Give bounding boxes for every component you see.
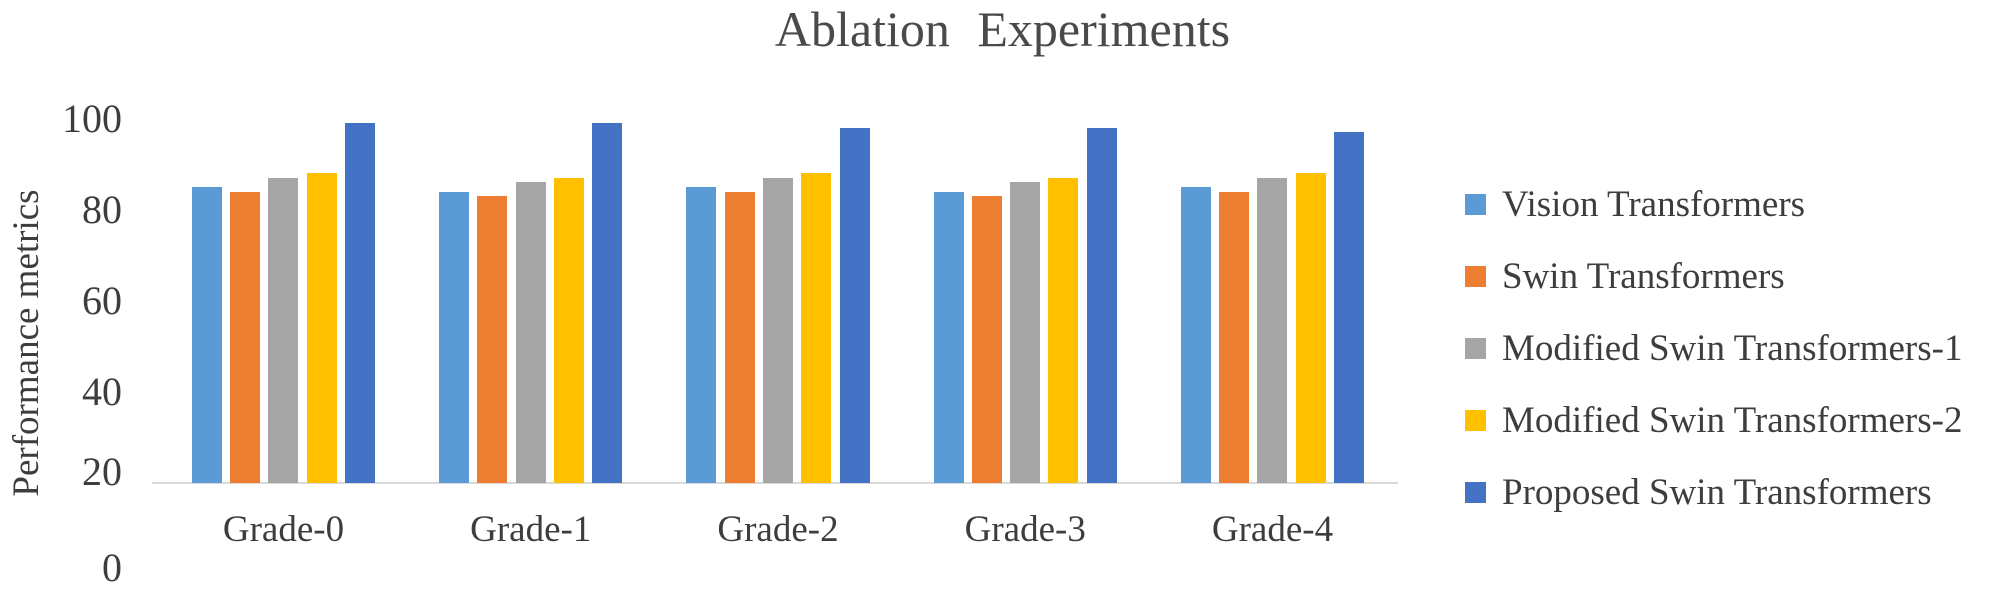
bar-grade-3-series-2: [971, 196, 1002, 483]
bar-grade-0-series-4: [306, 173, 337, 483]
x-category-label-grade-1: Grade-1: [470, 509, 592, 550]
legend-item-3: Modified Swin Transformers-1: [1465, 326, 1962, 370]
bar-grade-0-series-3: [268, 177, 299, 483]
legend-item-4: Modified Swin Transformers-2: [1465, 398, 1962, 442]
bar-grade-3-series-5: [1086, 127, 1117, 483]
x-axis-line: [152, 482, 1398, 484]
bar-grade-2-series-3: [762, 177, 793, 483]
bar-grade-1-series-5: [592, 123, 623, 483]
bar-grade-3-series-4: [1048, 177, 1079, 483]
legend-label: Proposed Swin Transformers: [1502, 471, 1932, 513]
y-tick-label-60: 60: [82, 277, 122, 323]
bar-grade-0-series-5: [344, 123, 375, 483]
legend-swatch-icon: [1465, 409, 1486, 431]
y-tick-label-20: 20: [82, 449, 122, 494]
legend-label: Modified Swin Transformers-1: [1502, 327, 1963, 369]
legend-swatch-icon: [1465, 265, 1486, 287]
y-tick-label-80: 80: [82, 186, 122, 232]
y-tick-label-0: 0: [102, 545, 122, 590]
y-tick-label-100: 100: [62, 95, 122, 141]
legend-label: Vision Transformers: [1502, 183, 1806, 225]
x-category-label-grade-0: Grade-0: [222, 509, 345, 550]
bar-grade-2-series-1: [686, 187, 717, 483]
x-category-label-grade-3: Grade-3: [964, 509, 1086, 550]
bar-grade-1-series-3: [515, 182, 546, 483]
bar-grade-0-series-2: [230, 191, 261, 483]
bar-grade-4-series-2: [1219, 191, 1249, 483]
bar-grade-3-series-3: [1010, 182, 1041, 483]
legend-item-1: Vision Transformers: [1465, 182, 1805, 226]
bar-grade-1-series-2: [477, 196, 508, 483]
bar-grade-0-series-1: [191, 187, 222, 483]
bar-grade-1-series-4: [553, 177, 584, 483]
bar-grade-4-series-1: [1180, 187, 1211, 483]
legend-swatch-icon: [1465, 481, 1486, 503]
legend-swatch-icon: [1465, 337, 1486, 359]
legend-label: Swin Transformers: [1502, 255, 1785, 297]
bar-grade-2-series-4: [801, 173, 832, 483]
x-category-label-grade-2: Grade-2: [717, 509, 839, 550]
legend-swatch-icon: [1465, 193, 1486, 215]
bar-grade-4-series-5: [1334, 132, 1364, 483]
bar-grade-3-series-1: [933, 191, 964, 483]
bar-grade-2-series-2: [724, 191, 755, 483]
bar-grade-4-series-3: [1257, 177, 1288, 483]
legend-item-2: Swin Transformers: [1465, 254, 1785, 298]
legend-item-5: Proposed Swin Transformers: [1465, 470, 1932, 514]
bar-grade-1-series-1: [439, 191, 469, 483]
x-category-label-grade-4: Grade-4: [1211, 509, 1334, 550]
chart-title: Ablation Experiments: [774, 1, 1231, 57]
y-tick-label-40: 40: [82, 368, 122, 414]
legend-label: Modified Swin Transformers-2: [1502, 399, 1963, 441]
bar-grade-2-series-5: [839, 127, 870, 483]
bar-grade-4-series-4: [1295, 173, 1326, 483]
